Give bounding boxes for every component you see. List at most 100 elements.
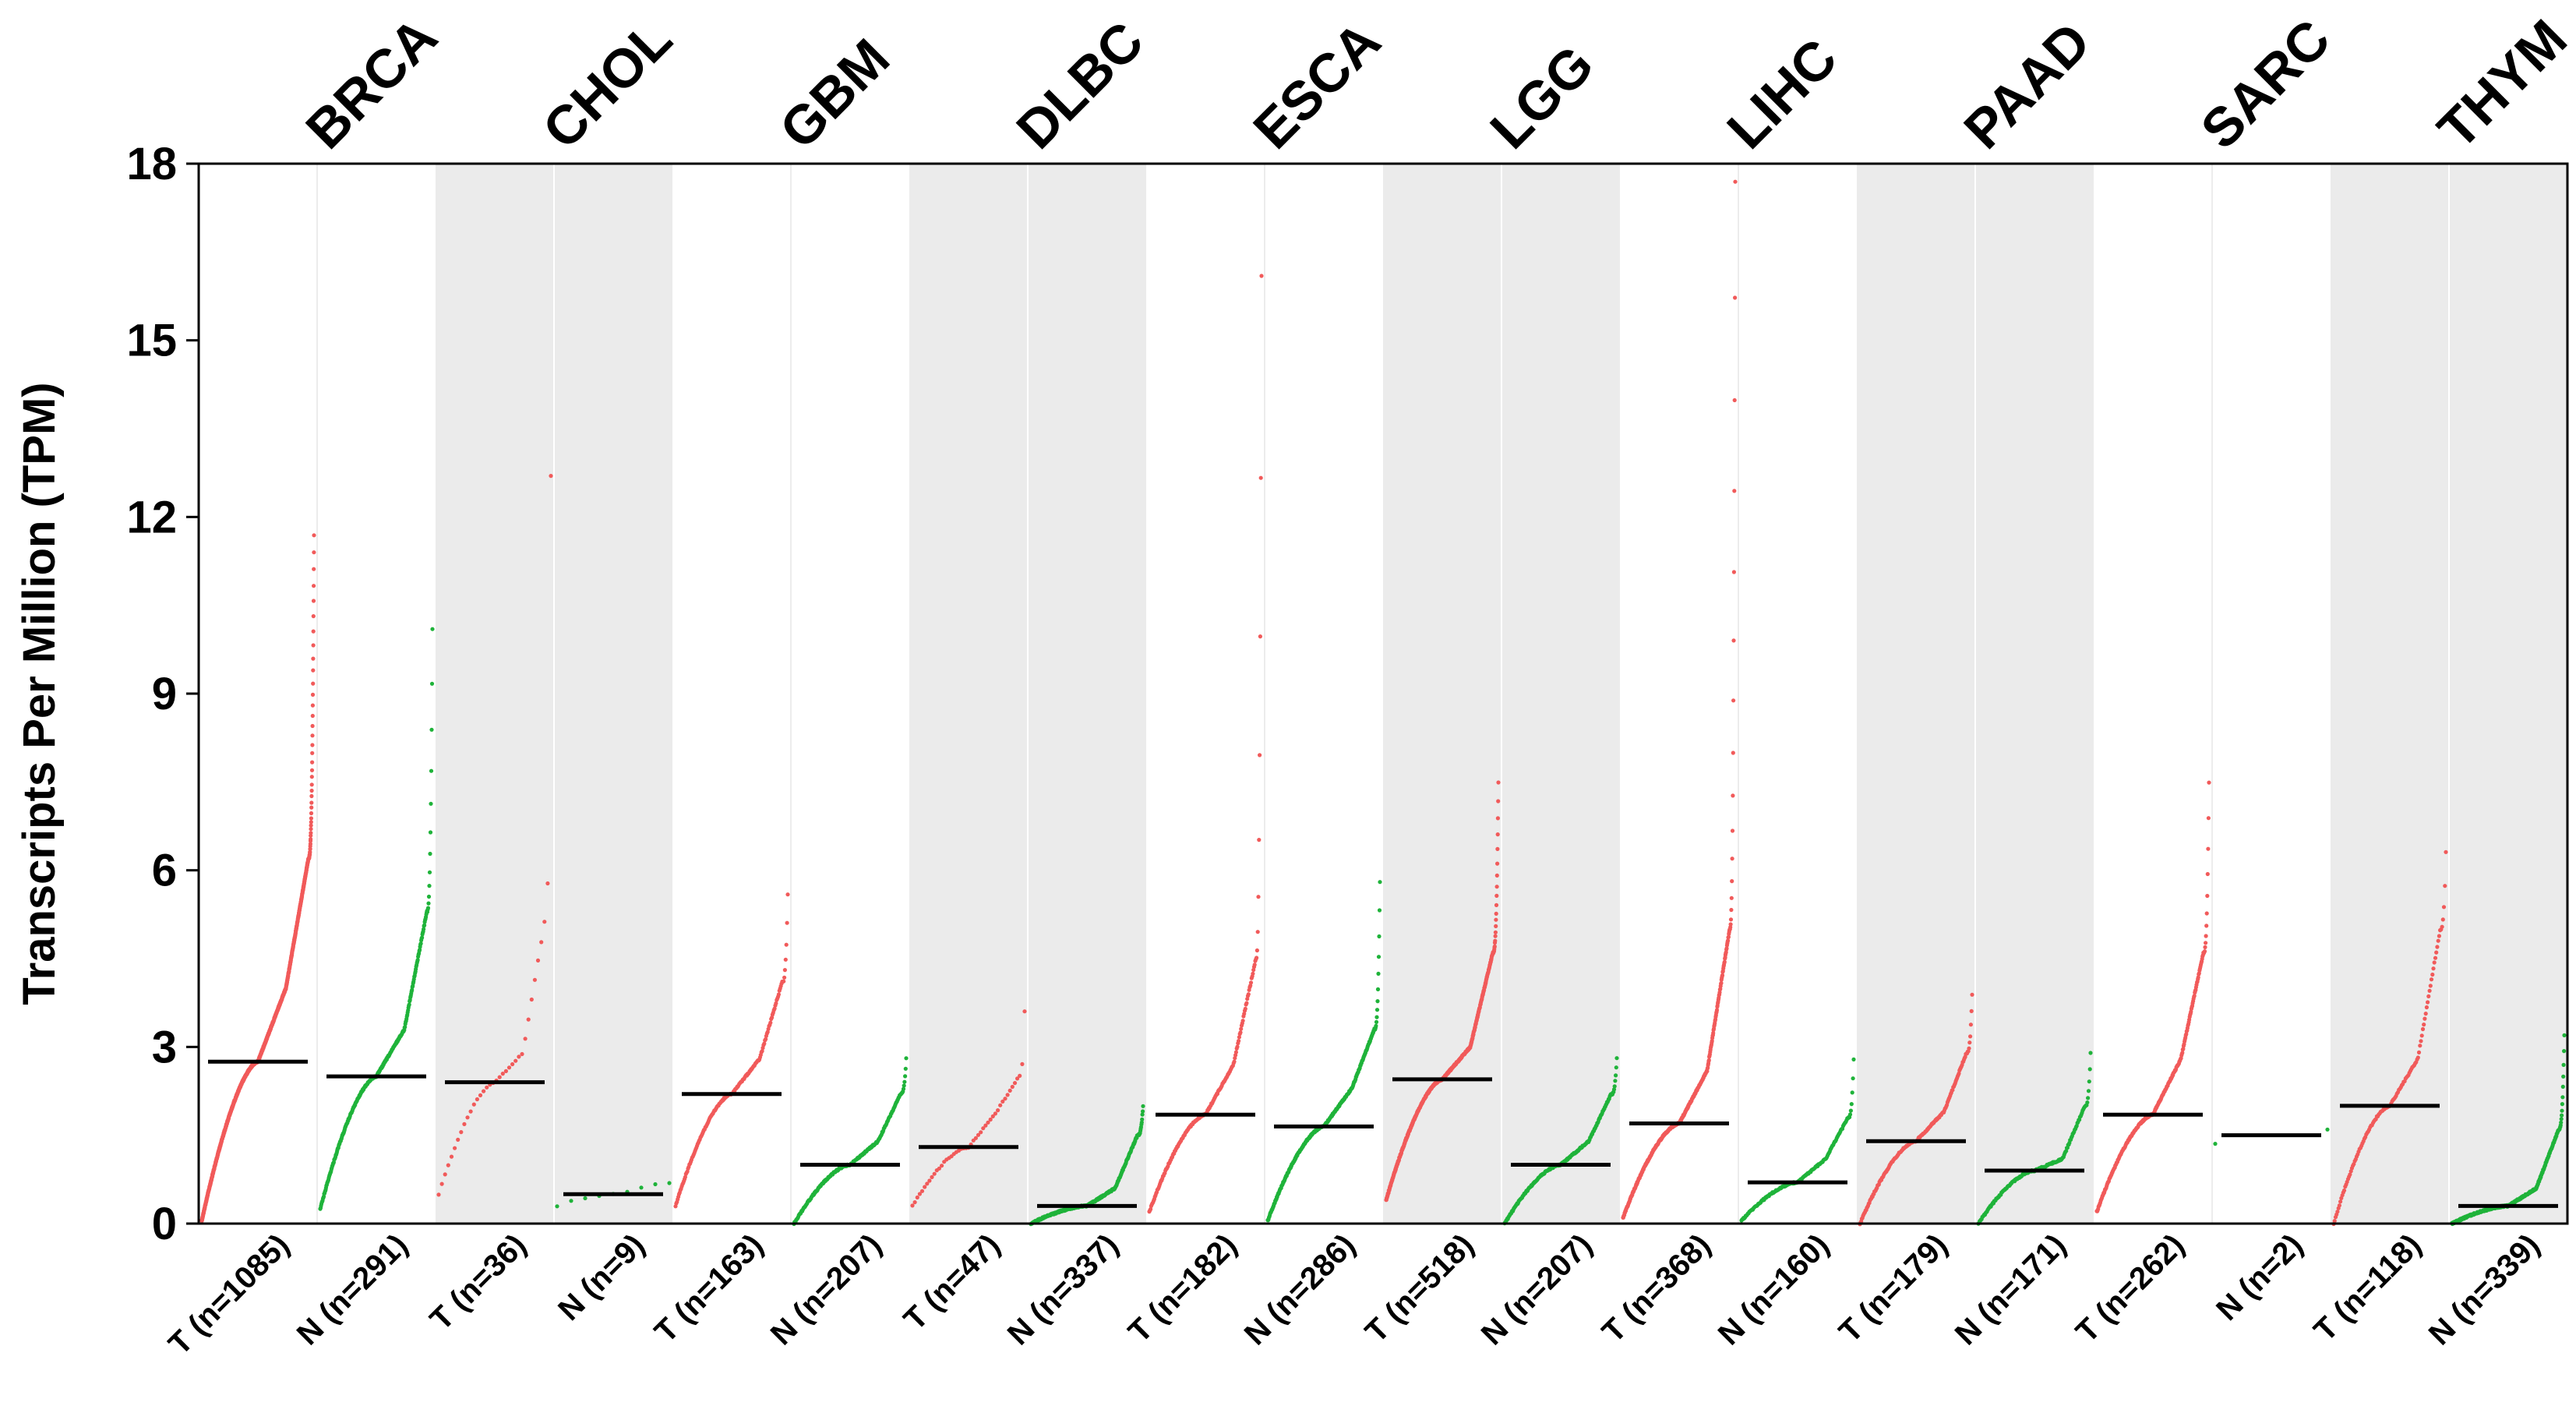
data-point — [930, 1175, 933, 1179]
data-point — [653, 1182, 657, 1186]
data-point — [498, 1076, 502, 1079]
data-point — [1249, 980, 1253, 984]
data-point — [583, 1196, 587, 1200]
data-point — [2203, 945, 2207, 949]
data-point — [2338, 1203, 2341, 1207]
data-point — [536, 959, 540, 963]
data-point — [430, 627, 434, 631]
data-point — [2562, 1033, 2566, 1037]
data-point — [2444, 850, 2447, 854]
data-point — [1141, 1104, 1145, 1108]
data-point — [2562, 1063, 2566, 1067]
data-point — [309, 811, 313, 815]
data-point — [1970, 1009, 1974, 1013]
data-point — [1494, 931, 1498, 934]
data-point — [2416, 1055, 2420, 1059]
data-point — [2562, 1049, 2566, 1053]
data-point — [1377, 934, 1381, 938]
data-point — [1255, 948, 1259, 952]
data-point — [1732, 570, 1736, 574]
data-point — [311, 724, 315, 728]
data-point — [1376, 972, 1380, 976]
data-point — [549, 474, 552, 478]
data-point — [1731, 751, 1735, 754]
data-point — [2426, 994, 2430, 998]
data-point — [1256, 895, 1260, 899]
data-point — [2560, 1102, 2564, 1106]
data-point — [310, 761, 314, 765]
data-point — [2437, 934, 2441, 938]
data-point — [913, 1200, 917, 1204]
data-point — [504, 1069, 508, 1073]
data-point — [2206, 847, 2210, 851]
data-point — [2440, 925, 2444, 929]
data-point — [517, 1054, 520, 1058]
data-point — [785, 943, 789, 947]
data-point — [1259, 476, 1263, 480]
data-point — [2086, 1096, 2090, 1100]
data-point — [1970, 993, 1974, 997]
data-point — [1496, 799, 1500, 803]
data-point — [2087, 1079, 2091, 1083]
data-point — [428, 871, 432, 874]
data-point — [446, 1164, 450, 1167]
data-point — [2437, 939, 2440, 943]
data-point — [2338, 1199, 2342, 1203]
data-point — [310, 789, 314, 793]
data-point — [2204, 924, 2208, 927]
data-point — [2559, 1121, 2563, 1125]
data-point — [312, 550, 316, 554]
data-point — [311, 704, 315, 708]
data-point — [312, 630, 316, 634]
data-point — [1614, 1065, 1618, 1069]
data-point — [923, 1185, 926, 1189]
data-point — [2207, 816, 2211, 820]
data-point — [2560, 1117, 2564, 1121]
data-point — [2435, 945, 2439, 948]
data-point — [426, 902, 430, 906]
data-point — [1849, 1109, 1853, 1113]
data-point — [1613, 1079, 1617, 1083]
data-point — [462, 1122, 466, 1126]
data-point — [1254, 955, 1258, 959]
data-point — [2205, 911, 2209, 915]
data-point — [312, 614, 316, 618]
data-point — [311, 714, 315, 718]
data-point — [933, 1172, 937, 1176]
data-point — [555, 1204, 559, 1208]
data-point — [2425, 1005, 2429, 1009]
data-point — [309, 816, 313, 820]
data-point — [996, 1108, 1000, 1112]
data-point — [527, 1018, 531, 1022]
data-point — [1733, 295, 1737, 299]
data-point — [2205, 894, 2209, 898]
data-point — [2443, 884, 2447, 888]
data-point — [2204, 941, 2207, 945]
data-point — [429, 728, 433, 732]
data-point — [1258, 634, 1262, 638]
data-point — [1258, 753, 1262, 757]
data-point — [1731, 828, 1734, 832]
data-point — [533, 978, 537, 982]
data-point — [2088, 1051, 2092, 1054]
data-point — [1235, 1045, 1239, 1049]
data-point — [989, 1118, 993, 1121]
data-point — [524, 1037, 528, 1040]
data-point — [2325, 1128, 2329, 1132]
data-point — [2431, 966, 2435, 970]
data-point — [2422, 1017, 2426, 1021]
data-point — [1374, 1016, 1378, 1019]
data-point — [429, 830, 432, 834]
data-point — [472, 1103, 476, 1107]
data-point — [475, 1097, 479, 1101]
data-point — [1018, 1074, 1022, 1078]
data-point — [1731, 638, 1735, 642]
data-point — [2560, 1114, 2564, 1118]
data-point — [1378, 880, 1382, 884]
data-point — [428, 852, 432, 856]
data-point — [1011, 1085, 1015, 1089]
data-point — [1232, 1060, 1236, 1064]
data-point — [2417, 1051, 2421, 1054]
data-point — [1495, 847, 1499, 851]
